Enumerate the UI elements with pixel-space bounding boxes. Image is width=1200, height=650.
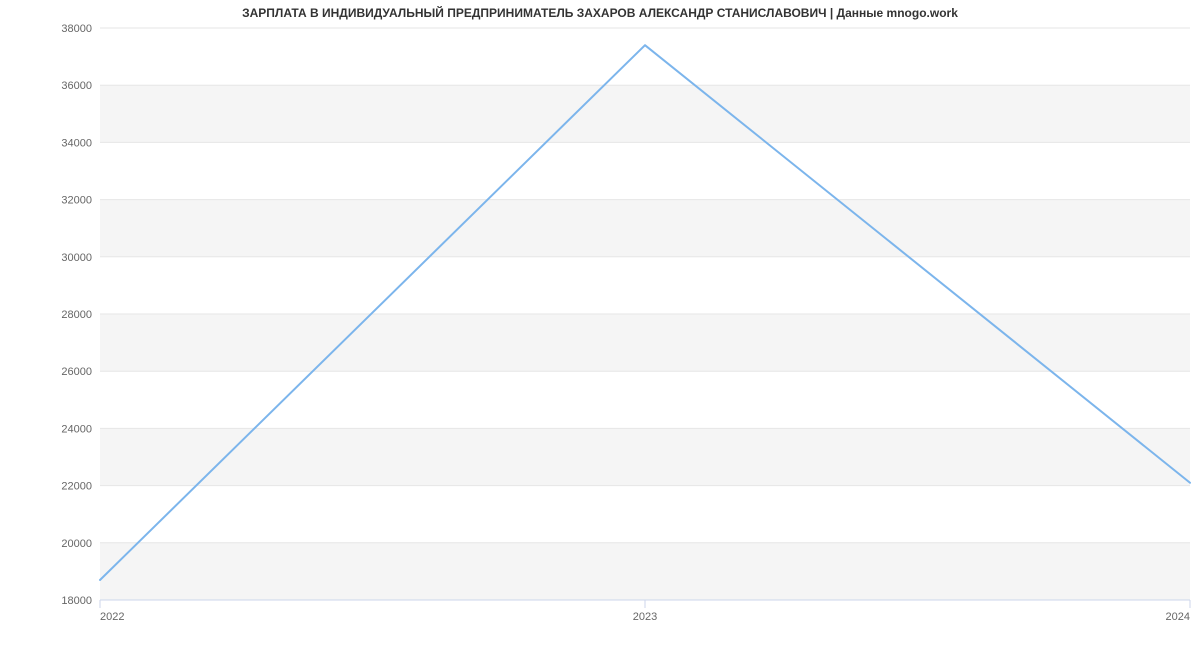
x-tick-label: 2023 <box>633 611 657 623</box>
y-tick-label: 28000 <box>61 309 92 321</box>
plot-band <box>100 28 1190 85</box>
chart-plot: 2022 2023 2024 18000 20000 22000 24000 26000 280… <box>0 0 1200 650</box>
y-tick-label: 20000 <box>61 538 92 550</box>
y-tick-label: 18000 <box>61 595 92 607</box>
y-tick-label: 36000 <box>61 80 92 92</box>
y-tick-label: 32000 <box>61 195 92 207</box>
y-tick-label: 34000 <box>61 137 92 149</box>
plot-band <box>100 257 1190 314</box>
chart-container: ЗАРПЛАТА В ИНДИВИДУАЛЬНЫЙ ПРЕДПРИНИМАТЕЛ… <box>0 0 1200 650</box>
plot-band <box>100 85 1190 142</box>
y-tick-label: 30000 <box>61 252 92 264</box>
y-tick-label: 26000 <box>61 366 92 378</box>
plot-band <box>100 543 1190 600</box>
plot-band <box>100 200 1190 257</box>
x-tick-label: 2022 <box>100 611 124 623</box>
x-tick-label: 2024 <box>1166 611 1190 623</box>
y-tick-label: 38000 <box>61 23 92 35</box>
y-tick-label: 22000 <box>61 481 92 493</box>
y-tick-label: 24000 <box>61 423 92 435</box>
plot-band <box>100 142 1190 199</box>
plot-band <box>100 314 1190 371</box>
plot-band <box>100 428 1190 485</box>
plot-band <box>100 486 1190 543</box>
